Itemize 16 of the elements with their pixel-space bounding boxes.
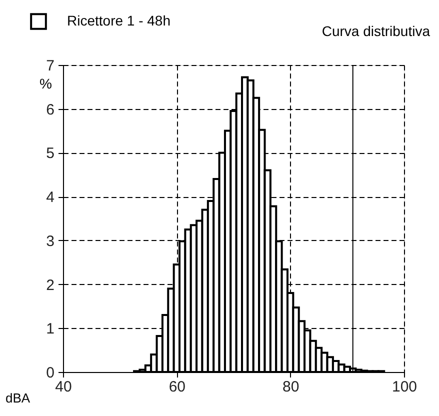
x-tick-label: 100 [392, 378, 418, 396]
y-tick-label: 1 [46, 320, 54, 338]
x-axis-title: dBA [6, 390, 30, 406]
y-tick-label: 3 [46, 232, 54, 250]
y-tick-label: 0 [46, 364, 54, 382]
y-tick-label: 5 [46, 145, 54, 162]
legend-label: Ricettore 1 - 48h [67, 12, 170, 28]
y-axis-title: % [40, 76, 52, 92]
x-tick-label: 80 [282, 378, 300, 396]
y-tick-label: 4 [46, 189, 54, 206]
x-tick-label: 40 [55, 378, 72, 396]
y-tick-label: 7 [46, 58, 54, 74]
y-tick-label: 2 [46, 276, 54, 294]
chart-title: Curva distributiva [322, 23, 430, 39]
x-tick-label: 60 [168, 378, 186, 396]
y-tick-label: 6 [46, 101, 54, 118]
